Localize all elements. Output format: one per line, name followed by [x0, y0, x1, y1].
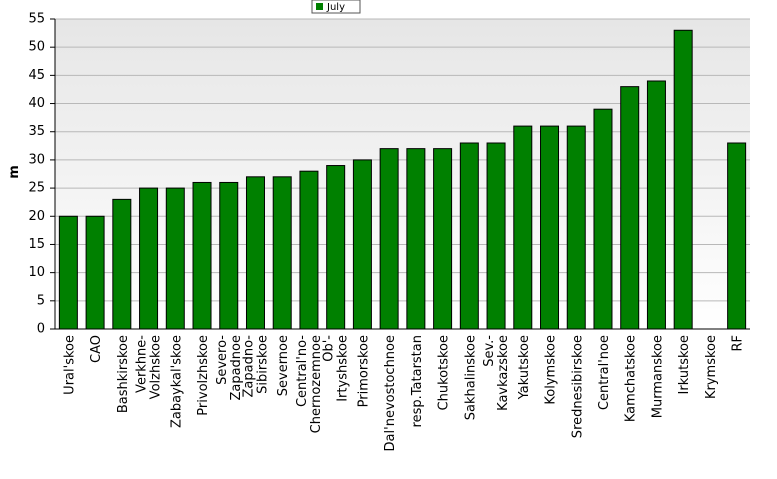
- bar: [486, 142, 506, 330]
- y-axis-label: m: [7, 165, 22, 179]
- legend-swatch: [316, 3, 323, 10]
- y-tick-label: 35: [28, 124, 45, 139]
- bar: [85, 215, 105, 330]
- bar: [299, 170, 319, 330]
- x-tick-label: Zapadno-Sibirskoe: [241, 335, 270, 398]
- y-tick-label: 20: [28, 209, 45, 224]
- x-tick-label: Kolymskoe: [544, 335, 559, 405]
- y-tick-label: 10: [28, 265, 45, 280]
- x-tick-label: Ural'skoe: [62, 335, 77, 395]
- y-tick-label: 15: [28, 237, 45, 252]
- x-tick-label: Yakutskoe: [517, 335, 532, 400]
- bar: [352, 159, 372, 330]
- bar: [219, 181, 239, 330]
- y-tick-label: 0: [37, 322, 45, 337]
- x-tick-label: Severnoe: [276, 335, 291, 396]
- x-tick-label: Zabaykal'skoe: [169, 335, 184, 428]
- x-tick-label: CAO: [89, 335, 104, 363]
- bar: [272, 176, 292, 330]
- x-tick-label: Krymskoe: [704, 335, 719, 399]
- y-tick-label: 45: [28, 68, 45, 83]
- x-tick-label: Primorskoe: [356, 335, 371, 407]
- bar: [406, 148, 426, 330]
- x-tick-label: Central'no-Chernozemnoe: [295, 335, 324, 434]
- x-tick-label: RF: [731, 335, 746, 352]
- bar: [379, 148, 399, 330]
- x-tick-label: Central'noe: [597, 335, 612, 410]
- bar: [326, 165, 346, 330]
- bar: [727, 142, 747, 330]
- plot-area: [55, 19, 750, 329]
- bar: [673, 29, 693, 330]
- y-tick-label: 25: [28, 181, 45, 196]
- x-tick-label: Irkutskoe: [677, 335, 692, 394]
- bar: [112, 198, 132, 330]
- x-tick-label: Chukotskoe: [437, 335, 452, 410]
- bar: [646, 80, 666, 330]
- bar: [566, 125, 586, 330]
- x-tick-label: Srednesibirskoe: [570, 335, 585, 438]
- x-tick-label: Bashkirskoe: [116, 335, 131, 413]
- bar: [58, 215, 78, 330]
- bar: [620, 86, 640, 330]
- bar: [593, 108, 613, 330]
- legend-box: [311, 0, 361, 14]
- legend-label: July: [326, 2, 345, 13]
- bar: [433, 148, 453, 330]
- bar: [459, 142, 479, 330]
- x-tick-label: Verkhne-Volzhskoe: [135, 335, 164, 400]
- x-tick-label: Murmanskoe: [650, 335, 665, 418]
- x-tick-label: Severo-Zapadnoe: [215, 335, 244, 401]
- bar: [165, 187, 185, 330]
- y-tick-label: 50: [28, 40, 45, 55]
- bar: [192, 181, 212, 330]
- y-tick-label: 5: [37, 293, 45, 308]
- y-tick-label: 30: [28, 152, 45, 167]
- x-tick-label: resp.Tatarstan: [410, 335, 425, 427]
- x-tick-label: Kamchatskoe: [624, 335, 639, 422]
- x-tick-label: Ob'-Irtyshskoe: [322, 335, 351, 402]
- bar: [540, 125, 560, 330]
- bar: [245, 176, 265, 330]
- y-tick-label: 40: [28, 96, 45, 111]
- bar: [513, 125, 533, 330]
- bar: [139, 187, 159, 330]
- x-tick-label: Sev.-Kavkazskoe: [482, 335, 511, 411]
- x-tick-label: Sakhalinskoe: [463, 335, 478, 420]
- x-tick-label: Privolzhskoe: [196, 335, 211, 416]
- y-tick-label: 55: [28, 12, 45, 27]
- legend: July: [311, 0, 361, 14]
- x-tick-label: Dal'nevostochnoe: [383, 335, 398, 451]
